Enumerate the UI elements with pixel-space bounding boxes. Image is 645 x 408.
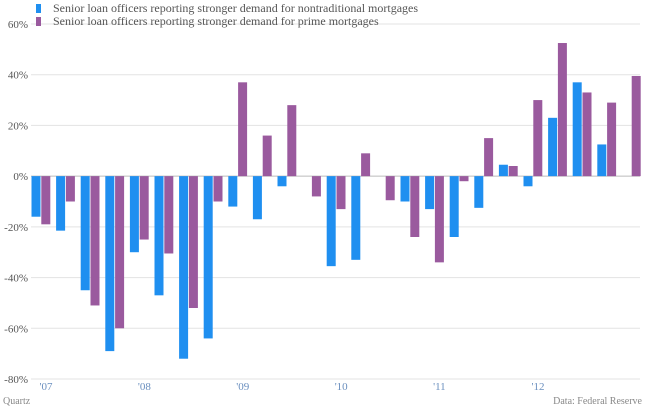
bar <box>385 176 395 201</box>
bar <box>548 117 558 177</box>
bar <box>105 176 115 352</box>
y-tick-label: -80% <box>4 374 28 386</box>
bar <box>80 176 90 291</box>
bar <box>361 153 371 177</box>
x-tick-label: '08 <box>138 381 151 393</box>
bar <box>351 176 361 260</box>
legend-swatch-prime <box>36 17 41 26</box>
bar <box>311 176 321 197</box>
legend-swatch-nontraditional <box>36 4 41 13</box>
bar <box>188 176 198 308</box>
bar <box>410 176 420 237</box>
bar <box>277 176 287 187</box>
legend-label-prime: Senior loan officers reporting stronger … <box>53 14 379 28</box>
bar <box>498 164 508 177</box>
bar <box>41 176 51 225</box>
bar <box>336 176 346 210</box>
bar <box>449 176 459 237</box>
bar <box>582 92 592 177</box>
bar <box>597 144 607 177</box>
bar <box>154 176 164 296</box>
bar <box>238 82 248 177</box>
y-tick-label: 60% <box>8 19 28 31</box>
bar <box>631 75 641 177</box>
bar <box>213 176 223 202</box>
footer-source: Data: Federal Reserve <box>553 396 642 407</box>
x-tick-label: '11 <box>433 381 446 393</box>
bar <box>203 176 213 339</box>
bar <box>228 176 238 207</box>
y-tick-label: 40% <box>8 70 28 82</box>
bar <box>179 176 189 359</box>
bar <box>287 105 297 177</box>
bar <box>533 100 543 177</box>
bar <box>262 135 272 177</box>
bar <box>31 176 41 217</box>
bar <box>129 176 139 253</box>
bar <box>65 176 75 202</box>
x-tick-label: '09 <box>236 381 249 393</box>
x-tick-label: '07 <box>40 381 53 393</box>
bar <box>508 166 518 177</box>
bar <box>90 176 100 306</box>
bar <box>474 176 484 208</box>
legend: Senior loan officers reporting stronger … <box>36 2 418 28</box>
bar <box>523 176 533 187</box>
y-tick-label: -40% <box>4 273 28 285</box>
legend-item-prime: Senior loan officers reporting stronger … <box>36 15 418 28</box>
bar <box>434 176 444 263</box>
bar <box>484 138 494 177</box>
bar <box>326 176 336 267</box>
y-tick-label: -20% <box>4 222 28 234</box>
bar <box>400 176 410 202</box>
y-tick-label: 20% <box>8 120 28 132</box>
x-tick-label: '12 <box>532 381 545 393</box>
legend-label-nontraditional: Senior loan officers reporting stronger … <box>53 1 419 15</box>
bar <box>56 176 66 231</box>
x-tick-label: '10 <box>335 381 348 393</box>
y-tick-label: 0% <box>13 171 28 183</box>
footer-brand: Quartz <box>3 396 31 407</box>
bar <box>607 102 617 177</box>
bar <box>252 176 262 220</box>
bar <box>459 176 469 182</box>
bar <box>425 176 435 210</box>
bar <box>115 176 125 329</box>
y-tick-label: -60% <box>4 323 28 335</box>
bar <box>557 43 567 177</box>
bar <box>164 176 174 254</box>
bar <box>139 176 149 240</box>
bar <box>572 82 582 177</box>
legend-item-nontraditional: Senior loan officers reporting stronger … <box>36 2 418 15</box>
